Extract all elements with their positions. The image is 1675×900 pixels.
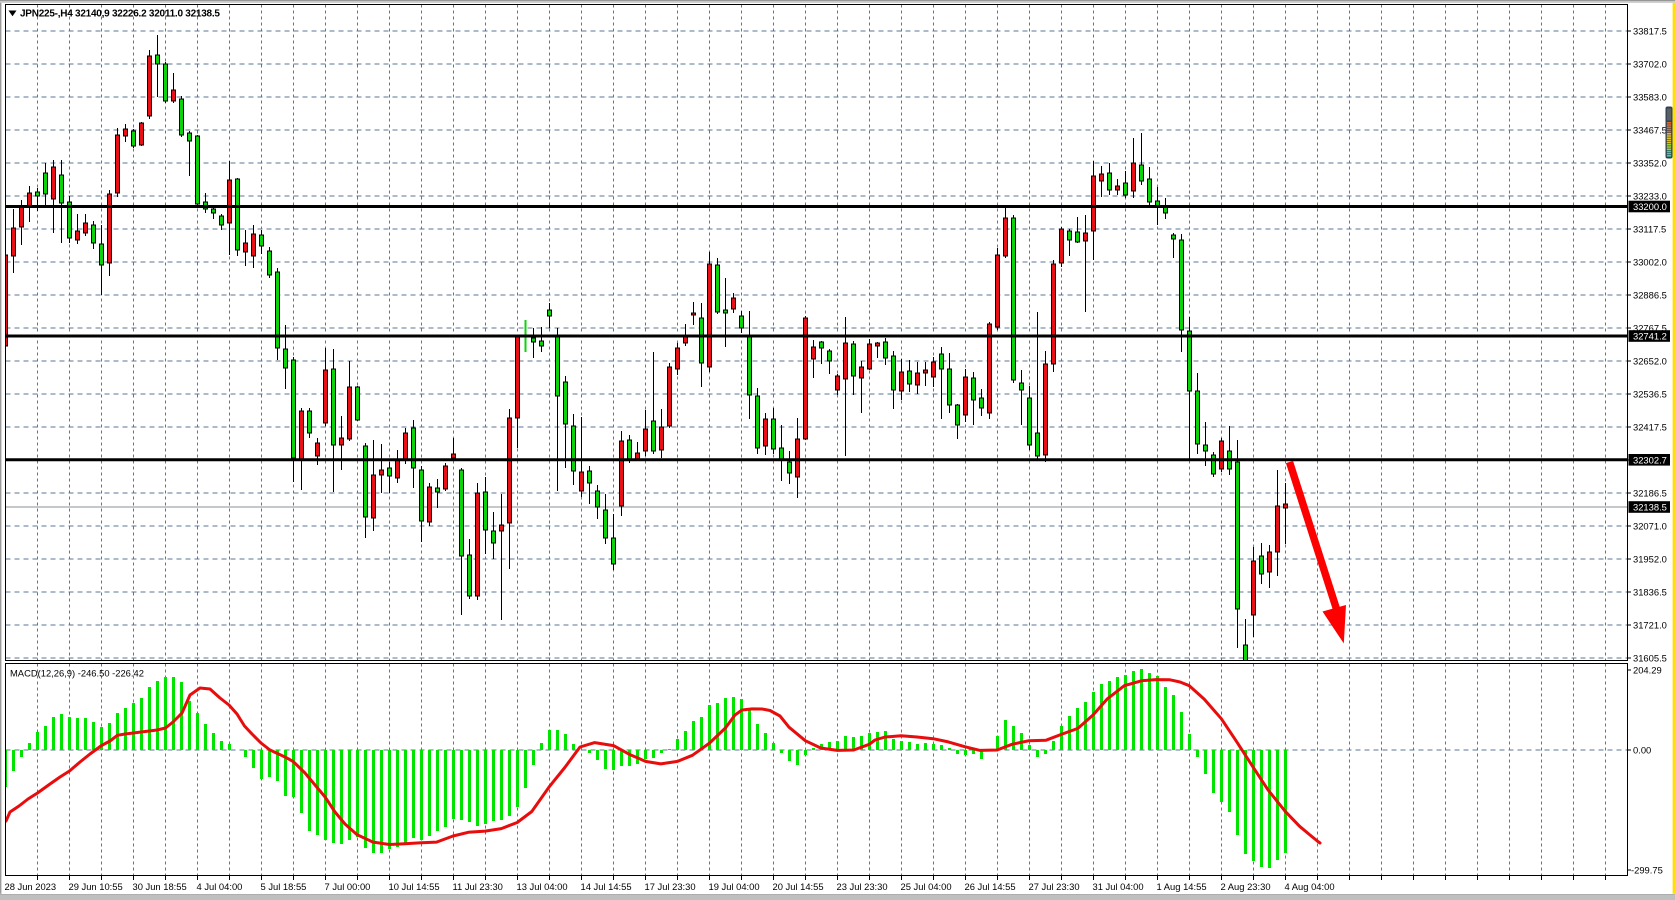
svg-text:28 Jun 2023: 28 Jun 2023: [5, 881, 57, 892]
svg-text:JPN225-,H4 32140,9 32226.2 32: JPN225-,H4 32140,9 32226.2 32011.0 32138…: [20, 9, 220, 20]
svg-text:204.29: 204.29: [1633, 664, 1662, 675]
svg-text:33817.5: 33817.5: [1633, 25, 1667, 36]
svg-text:29 Jun 10:55: 29 Jun 10:55: [69, 881, 123, 892]
svg-text:32186.5: 32186.5: [1633, 487, 1667, 498]
svg-text:20 Jul 14:55: 20 Jul 14:55: [773, 881, 824, 892]
svg-text:31836.5: 31836.5: [1633, 586, 1667, 597]
svg-text:31 Jul 04:00: 31 Jul 04:00: [1093, 881, 1144, 892]
svg-text:33702.0: 33702.0: [1633, 58, 1667, 69]
svg-text:32767.5: 32767.5: [1633, 322, 1667, 333]
svg-text:32302.7: 32302.7: [1633, 455, 1667, 466]
svg-text:32071.0: 32071.0: [1633, 520, 1667, 531]
svg-text:23 Jul 23:30: 23 Jul 23:30: [837, 881, 888, 892]
svg-text:4 Jul 04:00: 4 Jul 04:00: [197, 881, 243, 892]
svg-text:26 Jul 14:55: 26 Jul 14:55: [965, 881, 1016, 892]
svg-text:32886.5: 32886.5: [1633, 289, 1667, 300]
svg-text:19 Jul 04:00: 19 Jul 04:00: [709, 881, 760, 892]
svg-text:7 Jul 00:00: 7 Jul 00:00: [325, 881, 371, 892]
svg-text:33200.0: 33200.0: [1633, 201, 1667, 212]
svg-text:10 Jul 14:55: 10 Jul 14:55: [389, 881, 440, 892]
svg-text:32138.5: 32138.5: [1633, 502, 1667, 513]
svg-text:17 Jul 23:30: 17 Jul 23:30: [645, 881, 696, 892]
svg-text:2 Aug 23:30: 2 Aug 23:30: [1221, 881, 1271, 892]
svg-text:14 Jul 14:55: 14 Jul 14:55: [581, 881, 632, 892]
svg-text:32536.5: 32536.5: [1633, 388, 1667, 399]
svg-text:33583.0: 33583.0: [1633, 91, 1667, 102]
svg-text:31952.0: 31952.0: [1633, 553, 1667, 564]
svg-text:-299.75: -299.75: [1631, 864, 1663, 875]
svg-text:32417.5: 32417.5: [1633, 421, 1667, 432]
svg-text:33117.5: 33117.5: [1633, 223, 1666, 234]
svg-text:30 Jun 18:55: 30 Jun 18:55: [133, 881, 187, 892]
svg-text:31721.0: 31721.0: [1633, 619, 1667, 630]
svg-text:31605.5: 31605.5: [1633, 652, 1667, 663]
svg-text:32741.2: 32741.2: [1633, 331, 1667, 342]
svg-text:11 Jul 23:30: 11 Jul 23:30: [453, 881, 503, 892]
svg-text:4 Aug 04:00: 4 Aug 04:00: [1285, 881, 1335, 892]
svg-text:MACD(12,26,9) -246.50 -226.42: MACD(12,26,9) -246.50 -226.42: [10, 668, 144, 679]
svg-text:33467.5: 33467.5: [1633, 124, 1667, 135]
svg-text:1 Aug 14:55: 1 Aug 14:55: [1157, 881, 1207, 892]
svg-text:27 Jul 23:30: 27 Jul 23:30: [1029, 881, 1080, 892]
svg-text:25 Jul 04:00: 25 Jul 04:00: [901, 881, 952, 892]
svg-text:13 Jul 04:00: 13 Jul 04:00: [517, 881, 568, 892]
svg-text:0.00: 0.00: [1633, 744, 1651, 755]
svg-text:33233.0: 33233.0: [1633, 190, 1667, 201]
svg-text:5 Jul 18:55: 5 Jul 18:55: [261, 881, 307, 892]
svg-text:33002.0: 33002.0: [1633, 256, 1667, 267]
svg-text:33352.0: 33352.0: [1633, 157, 1667, 168]
svg-text:32652.0: 32652.0: [1633, 355, 1667, 366]
